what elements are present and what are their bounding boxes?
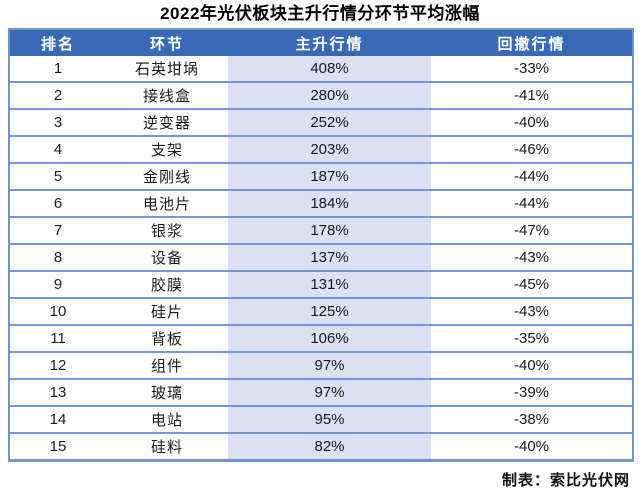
table-row: 9 胶膜 131% -45% — [9, 270, 633, 298]
rank-cell: 12 — [9, 351, 106, 379]
rank-cell: 6 — [9, 189, 106, 217]
rank-cell: 15 — [9, 432, 106, 461]
rank-cell: 8 — [9, 243, 106, 271]
segment-cell: 背板 — [106, 324, 228, 352]
table-row: 13 玻璃 97% -39% — [9, 378, 633, 406]
rank-cell: 4 — [9, 135, 106, 163]
col-header-rank: 排名 — [9, 29, 106, 56]
rank-cell: 9 — [9, 270, 106, 298]
rise-cell: 203% — [228, 135, 431, 163]
rank-cell: 13 — [9, 378, 106, 406]
drawdown-cell: -43% — [431, 243, 633, 271]
table-row: 7 银浆 178% -47% — [9, 216, 633, 244]
drawdown-cell: -45% — [431, 270, 633, 298]
rise-cell: 252% — [228, 108, 431, 136]
segment-cell: 金刚线 — [106, 162, 228, 190]
rise-cell: 125% — [228, 297, 431, 325]
drawdown-cell: -47% — [431, 216, 633, 244]
segment-cell: 接线盒 — [106, 81, 228, 109]
rank-cell: 14 — [9, 405, 106, 433]
rise-cell: 106% — [228, 324, 431, 352]
table-header: 排名 环节 主升行情 回撤行情 — [9, 29, 633, 56]
table-row: 10 硅片 125% -43% — [9, 297, 633, 325]
rank-cell: 1 — [53, 60, 63, 77]
rise-cell: 82% — [228, 432, 431, 461]
rise-cell: 95% — [228, 405, 431, 433]
rank-cell: 3 — [9, 108, 106, 136]
table-row: 2 接线盒 280% -41% — [9, 81, 633, 109]
table-row: 15 硅料 82% -40% — [9, 432, 633, 461]
drawdown-cell: -46% — [431, 135, 633, 163]
segment-cell: 电站 — [106, 405, 228, 433]
segment-cell: 设备 — [106, 243, 228, 271]
rise-cell: 184% — [228, 189, 431, 217]
segment-cell: 银浆 — [106, 216, 228, 244]
drawdown-cell: -39% — [431, 378, 633, 406]
header-row: 排名 环节 主升行情 回撤行情 — [9, 29, 633, 56]
drawdown-cell: -41% — [431, 81, 633, 109]
table-row: 1 石英坩埚 408% -33% — [9, 56, 633, 82]
drawdown-cell: -44% — [431, 162, 633, 190]
segment-cell: 石英坩埚 — [134, 61, 199, 78]
segment-cell: 支架 — [106, 135, 228, 163]
segment-cell: 玻璃 — [106, 378, 228, 406]
pv-segments-table: 排名 环节 主升行情 回撤行情 1 石英坩埚 408% -33% 2 接线盒 2… — [8, 28, 634, 462]
drawdown-cell: -38% — [431, 405, 633, 433]
segment-cell: 组件 — [106, 351, 228, 379]
segment-cell: 电池片 — [106, 189, 228, 217]
rise-cell: 131% — [228, 270, 431, 298]
table-row: 14 电站 95% -38% — [9, 405, 633, 433]
drawdown-cell: -40% — [431, 432, 633, 461]
table-row: 6 电池片 184% -44% — [9, 189, 633, 217]
rank-cell: 11 — [9, 324, 106, 352]
segment-cell: 逆变器 — [106, 108, 228, 136]
rise-cell: 97% — [228, 351, 431, 379]
rise-cell: 187% — [228, 162, 431, 190]
rank-cell: 10 — [9, 297, 106, 325]
drawdown-cell: -33% — [513, 60, 550, 77]
segment-cell: 硅片 — [106, 297, 228, 325]
table-row: 5 金刚线 187% -44% — [9, 162, 633, 190]
table-row: 12 组件 97% -40% — [9, 351, 633, 379]
drawdown-cell: -40% — [431, 351, 633, 379]
rise-cell: 280% — [228, 81, 431, 109]
table-body: 1 石英坩埚 408% -33% 2 接线盒 280% -41% 3 逆变器 2… — [9, 56, 633, 461]
segment-cell: 胶膜 — [106, 270, 228, 298]
col-header-segment: 环节 — [106, 29, 228, 56]
rise-cell: 137% — [228, 243, 431, 271]
drawdown-cell: -40% — [431, 108, 633, 136]
credit-line: 制表：索比光伏网 — [501, 472, 630, 489]
drawdown-cell: -43% — [431, 297, 633, 325]
table-row: 3 逆变器 252% -40% — [9, 108, 633, 136]
segment-cell: 硅料 — [106, 432, 228, 461]
col-header-drawdown: 回撤行情 — [431, 29, 633, 56]
rise-cell: 408% — [228, 56, 431, 82]
table-row: 11 背板 106% -35% — [9, 324, 633, 352]
rank-cell: 7 — [9, 216, 106, 244]
drawdown-cell: -44% — [431, 189, 633, 217]
table-row: 8 设备 137% -43% — [9, 243, 633, 271]
rank-cell: 5 — [9, 162, 106, 190]
page-title: 2022年光伏板块主升行情分环节平均涨幅 — [160, 4, 480, 23]
rise-cell: 97% — [228, 378, 431, 406]
rank-cell: 2 — [9, 81, 106, 109]
rise-cell: 178% — [228, 216, 431, 244]
table-row: 4 支架 203% -46% — [9, 135, 633, 163]
col-header-rise: 主升行情 — [228, 29, 431, 56]
drawdown-cell: -35% — [431, 324, 633, 352]
